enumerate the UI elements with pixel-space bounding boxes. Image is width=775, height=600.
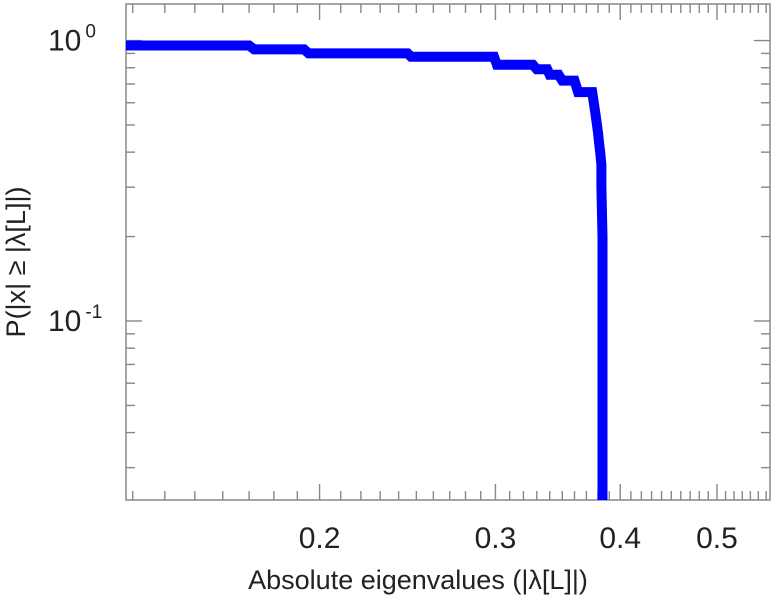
x-tick-label: 0.2 (299, 522, 341, 555)
series-line (126, 40, 608, 500)
y-tick-label: 10 0 (48, 22, 96, 58)
y-axis-title: P(|x| ≥ |λ[L]|) (1, 187, 31, 338)
x-tick-label: 0.3 (475, 522, 517, 555)
x-axis-title: Absolute eigenvalues (|λ[L]|) (248, 565, 588, 595)
y-tick-label: 10 -1 (48, 302, 102, 338)
x-tick-label: 0.4 (599, 522, 641, 555)
axis-ticks (126, 4, 770, 500)
plot-frame (125, 3, 771, 501)
x-tick-label: 0.5 (696, 522, 738, 555)
series-layer (126, 40, 608, 500)
